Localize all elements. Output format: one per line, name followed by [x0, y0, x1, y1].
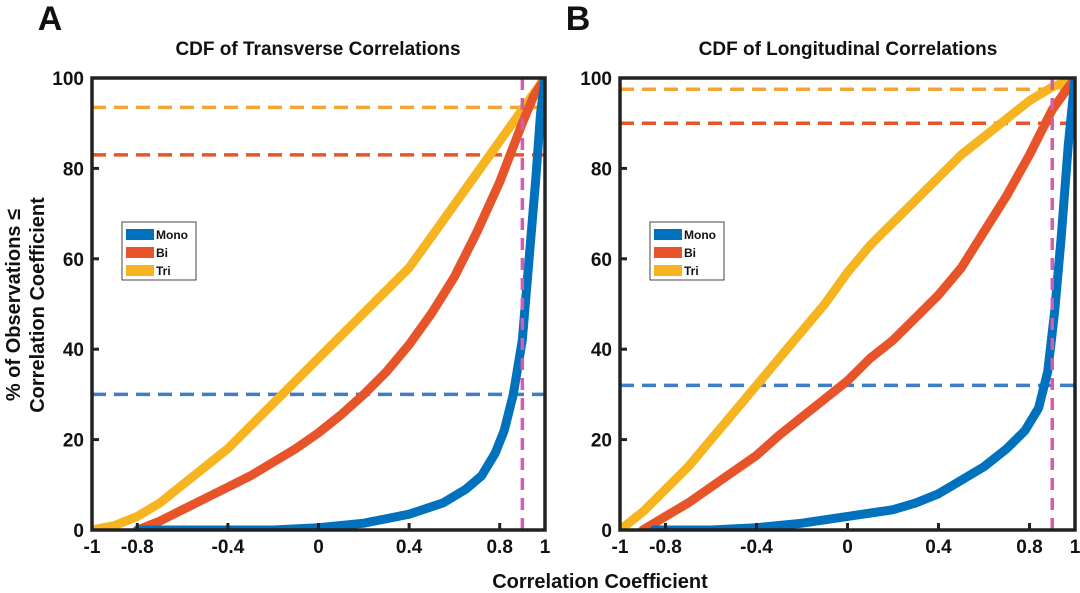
panel-a-xtick-label: 0 — [313, 537, 324, 558]
panel-a-legend-label-bi: Bi — [156, 246, 168, 260]
panel-b-ytick-label: 100 — [580, 69, 612, 90]
panel-b-legend-label-bi: Bi — [684, 246, 696, 260]
panel-b-xtick-label: -0.4 — [740, 537, 773, 558]
panel-b-series-tri — [620, 78, 1075, 530]
panel-b-ytick-label: 80 — [591, 159, 612, 180]
x-axis-label: Correlation Coefficient — [492, 571, 708, 593]
panel-b-legend: Mono Bi Tri — [649, 221, 725, 281]
panel-b-xtick-label: 0.4 — [925, 537, 952, 558]
panel-b-xtick-label: -1 — [612, 537, 629, 558]
panel-a-legend-swatch-tri — [126, 265, 154, 276]
panel-a-legend-label-mono: Mono — [156, 228, 188, 242]
panel-a-xtick-label: 0.8 — [486, 537, 512, 558]
panel-b-ytick-label: 20 — [591, 431, 612, 452]
panel-b-letter: B — [566, 0, 591, 38]
panel-b-xtick-label: 1 — [1070, 537, 1080, 558]
panel-b-series-mono — [649, 78, 1075, 530]
panel-a-xtick-label: 0.4 — [396, 537, 423, 558]
y-axis-label-line1: % of Observations ≤ — [3, 209, 25, 401]
panel-a-legend-swatch-bi — [126, 247, 154, 258]
panel-a-plot-area — [92, 78, 545, 530]
panel-b-legend-label-mono: Mono — [684, 228, 716, 242]
panel-a-legend-label-tri: Tri — [156, 264, 171, 278]
panel-b-legend-label-tri: Tri — [684, 264, 699, 278]
panel-a-xtick-label: -0.4 — [212, 537, 245, 558]
panel-b-title: CDF of Longitudinal Correlations — [699, 39, 998, 60]
panel-a-series-tri — [92, 78, 545, 530]
panel-b-plot-area — [620, 78, 1075, 530]
y-axis-label: % of Observations ≤ Correlation Coeffici… — [3, 197, 49, 413]
panel-a-ytick-label: 100 — [52, 69, 84, 90]
panel-a-xtick-label: -1 — [84, 537, 101, 558]
panel-b-legend-swatch-mono — [654, 229, 682, 240]
panel-a-ytick-label: 60 — [63, 250, 84, 271]
panel-a-xtick-label: 1 — [540, 537, 551, 558]
panel-b-ytick-label: 60 — [591, 250, 612, 271]
panel-b-series-bi — [638, 78, 1075, 530]
panel-b-legend-swatch-tri — [654, 265, 682, 276]
panel-b-ytick-label: 0 — [601, 521, 612, 542]
panel-b-legend-swatch-bi — [654, 247, 682, 258]
panels: A CDF of Transverse Correlations 0 20 40 60 80… — [38, 0, 1080, 558]
panel-a-ytick-label: 20 — [63, 431, 84, 452]
panel-a-ytick-label: 0 — [73, 521, 84, 542]
panel-a-legend-swatch-mono — [126, 229, 154, 240]
panel-b-ytick-label: 40 — [591, 340, 612, 361]
panel-b-xtick-label: 0.8 — [1016, 537, 1042, 558]
panel-a-series-mono — [132, 78, 545, 530]
y-axis-label-line2: Correlation Coefficient — [27, 197, 49, 413]
panel-a-ytick-label: 80 — [63, 159, 84, 180]
panel-b-xtick-label: 0 — [842, 537, 853, 558]
panel-a-legend: Mono Bi Tri — [121, 221, 197, 281]
panel-b-xtick-label: -0.8 — [649, 537, 682, 558]
panel-a-letter: A — [38, 0, 63, 38]
panel-a-axes-frame — [90, 76, 547, 532]
panel-a-series-bi — [132, 78, 545, 530]
panel-a-ytick-label: 40 — [63, 340, 84, 361]
panel-a-title: CDF of Transverse Correlations — [175, 39, 460, 60]
panel-a: A CDF of Transverse Correlations 0 20 40 60 80… — [38, 0, 551, 558]
panel-a-xtick-label: -0.8 — [121, 537, 154, 558]
panel-b: B CDF of Longitudinal Correlations 0 20 40 60… — [566, 0, 1080, 558]
